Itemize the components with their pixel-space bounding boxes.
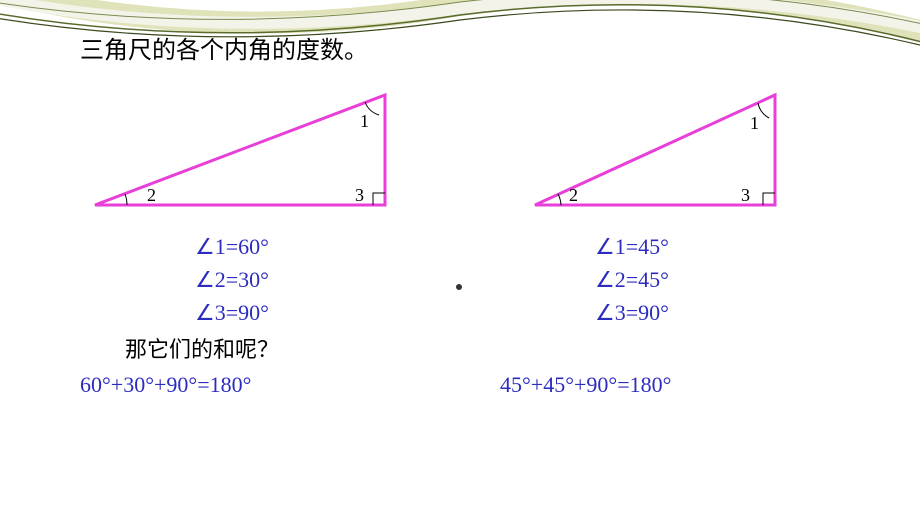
- svg-text:3: 3: [355, 185, 364, 205]
- angle-line: ∠2=45°: [595, 263, 669, 296]
- angle-line: ∠1=45°: [595, 230, 669, 263]
- center-dot: [456, 284, 462, 290]
- angle-values-left: ∠1=60° ∠2=30° ∠3=90°: [195, 230, 269, 329]
- svg-text:2: 2: [147, 185, 156, 205]
- angle-line: ∠1=60°: [195, 230, 269, 263]
- svg-text:1: 1: [360, 111, 369, 131]
- svg-text:3: 3: [741, 185, 750, 205]
- angle-line: ∠2=30°: [195, 263, 269, 296]
- angle-values-right: ∠1=45° ∠2=45° ∠3=90°: [595, 230, 669, 329]
- svg-text:2: 2: [569, 185, 578, 205]
- angle-line: ∠3=90°: [595, 296, 669, 329]
- equation-right: 45°+45°+90°=180°: [500, 372, 671, 398]
- page-title: 三角尺的各个内角的度数。: [80, 30, 368, 65]
- triangle-right: 1 2 3: [515, 85, 805, 220]
- angle-line: ∠3=90°: [195, 296, 269, 329]
- equation-left: 60°+30°+90°=180°: [80, 372, 251, 398]
- triangle-left: 1 2 3: [65, 85, 415, 220]
- question-text: 那它们的和呢？: [125, 332, 279, 364]
- svg-text:1: 1: [750, 113, 759, 133]
